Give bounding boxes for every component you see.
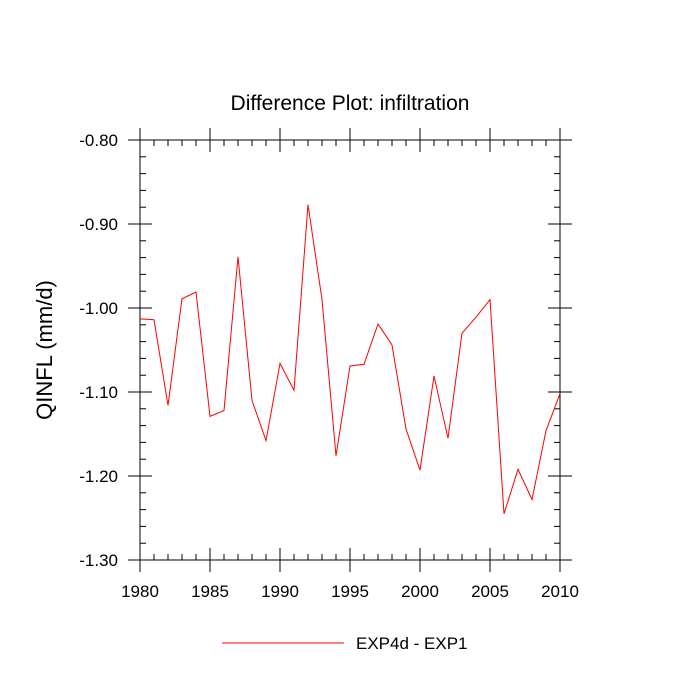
y-axis-label: QINFL (mm/d) (32, 280, 57, 420)
x-tick-label: 2010 (541, 582, 579, 601)
legend: EXP4d - EXP1 (222, 634, 468, 653)
x-tick-label: 1995 (331, 582, 369, 601)
y-tick-label: -0.90 (79, 215, 118, 234)
x-tick-label: 1985 (191, 582, 229, 601)
y-tick-label: -0.80 (79, 131, 118, 150)
series-layer (139, 204, 561, 514)
x-tick-label: 2005 (471, 582, 509, 601)
series-line (139, 204, 561, 514)
y-tick-label: -1.10 (79, 383, 118, 402)
x-tick-label: 2000 (401, 582, 439, 601)
legend-label: EXP4d - EXP1 (356, 634, 468, 653)
plot-frame (139, 139, 561, 561)
x-tick-label: 1980 (121, 582, 159, 601)
axis-ticks (128, 128, 572, 572)
x-tick-label: 1990 (261, 582, 299, 601)
y-tick-labels: -0.80 -0.90 -1.00 -1.10 -1.20 -1.30 (79, 131, 118, 570)
y-tick-label: -1.30 (79, 551, 118, 570)
chart-title: Difference Plot: infiltration (231, 92, 470, 115)
x-tick-labels: 1980 1985 1990 1995 2000 2005 2010 (121, 582, 579, 601)
y-tick-label: -1.20 (79, 467, 118, 486)
y-tick-label: -1.00 (79, 299, 118, 318)
